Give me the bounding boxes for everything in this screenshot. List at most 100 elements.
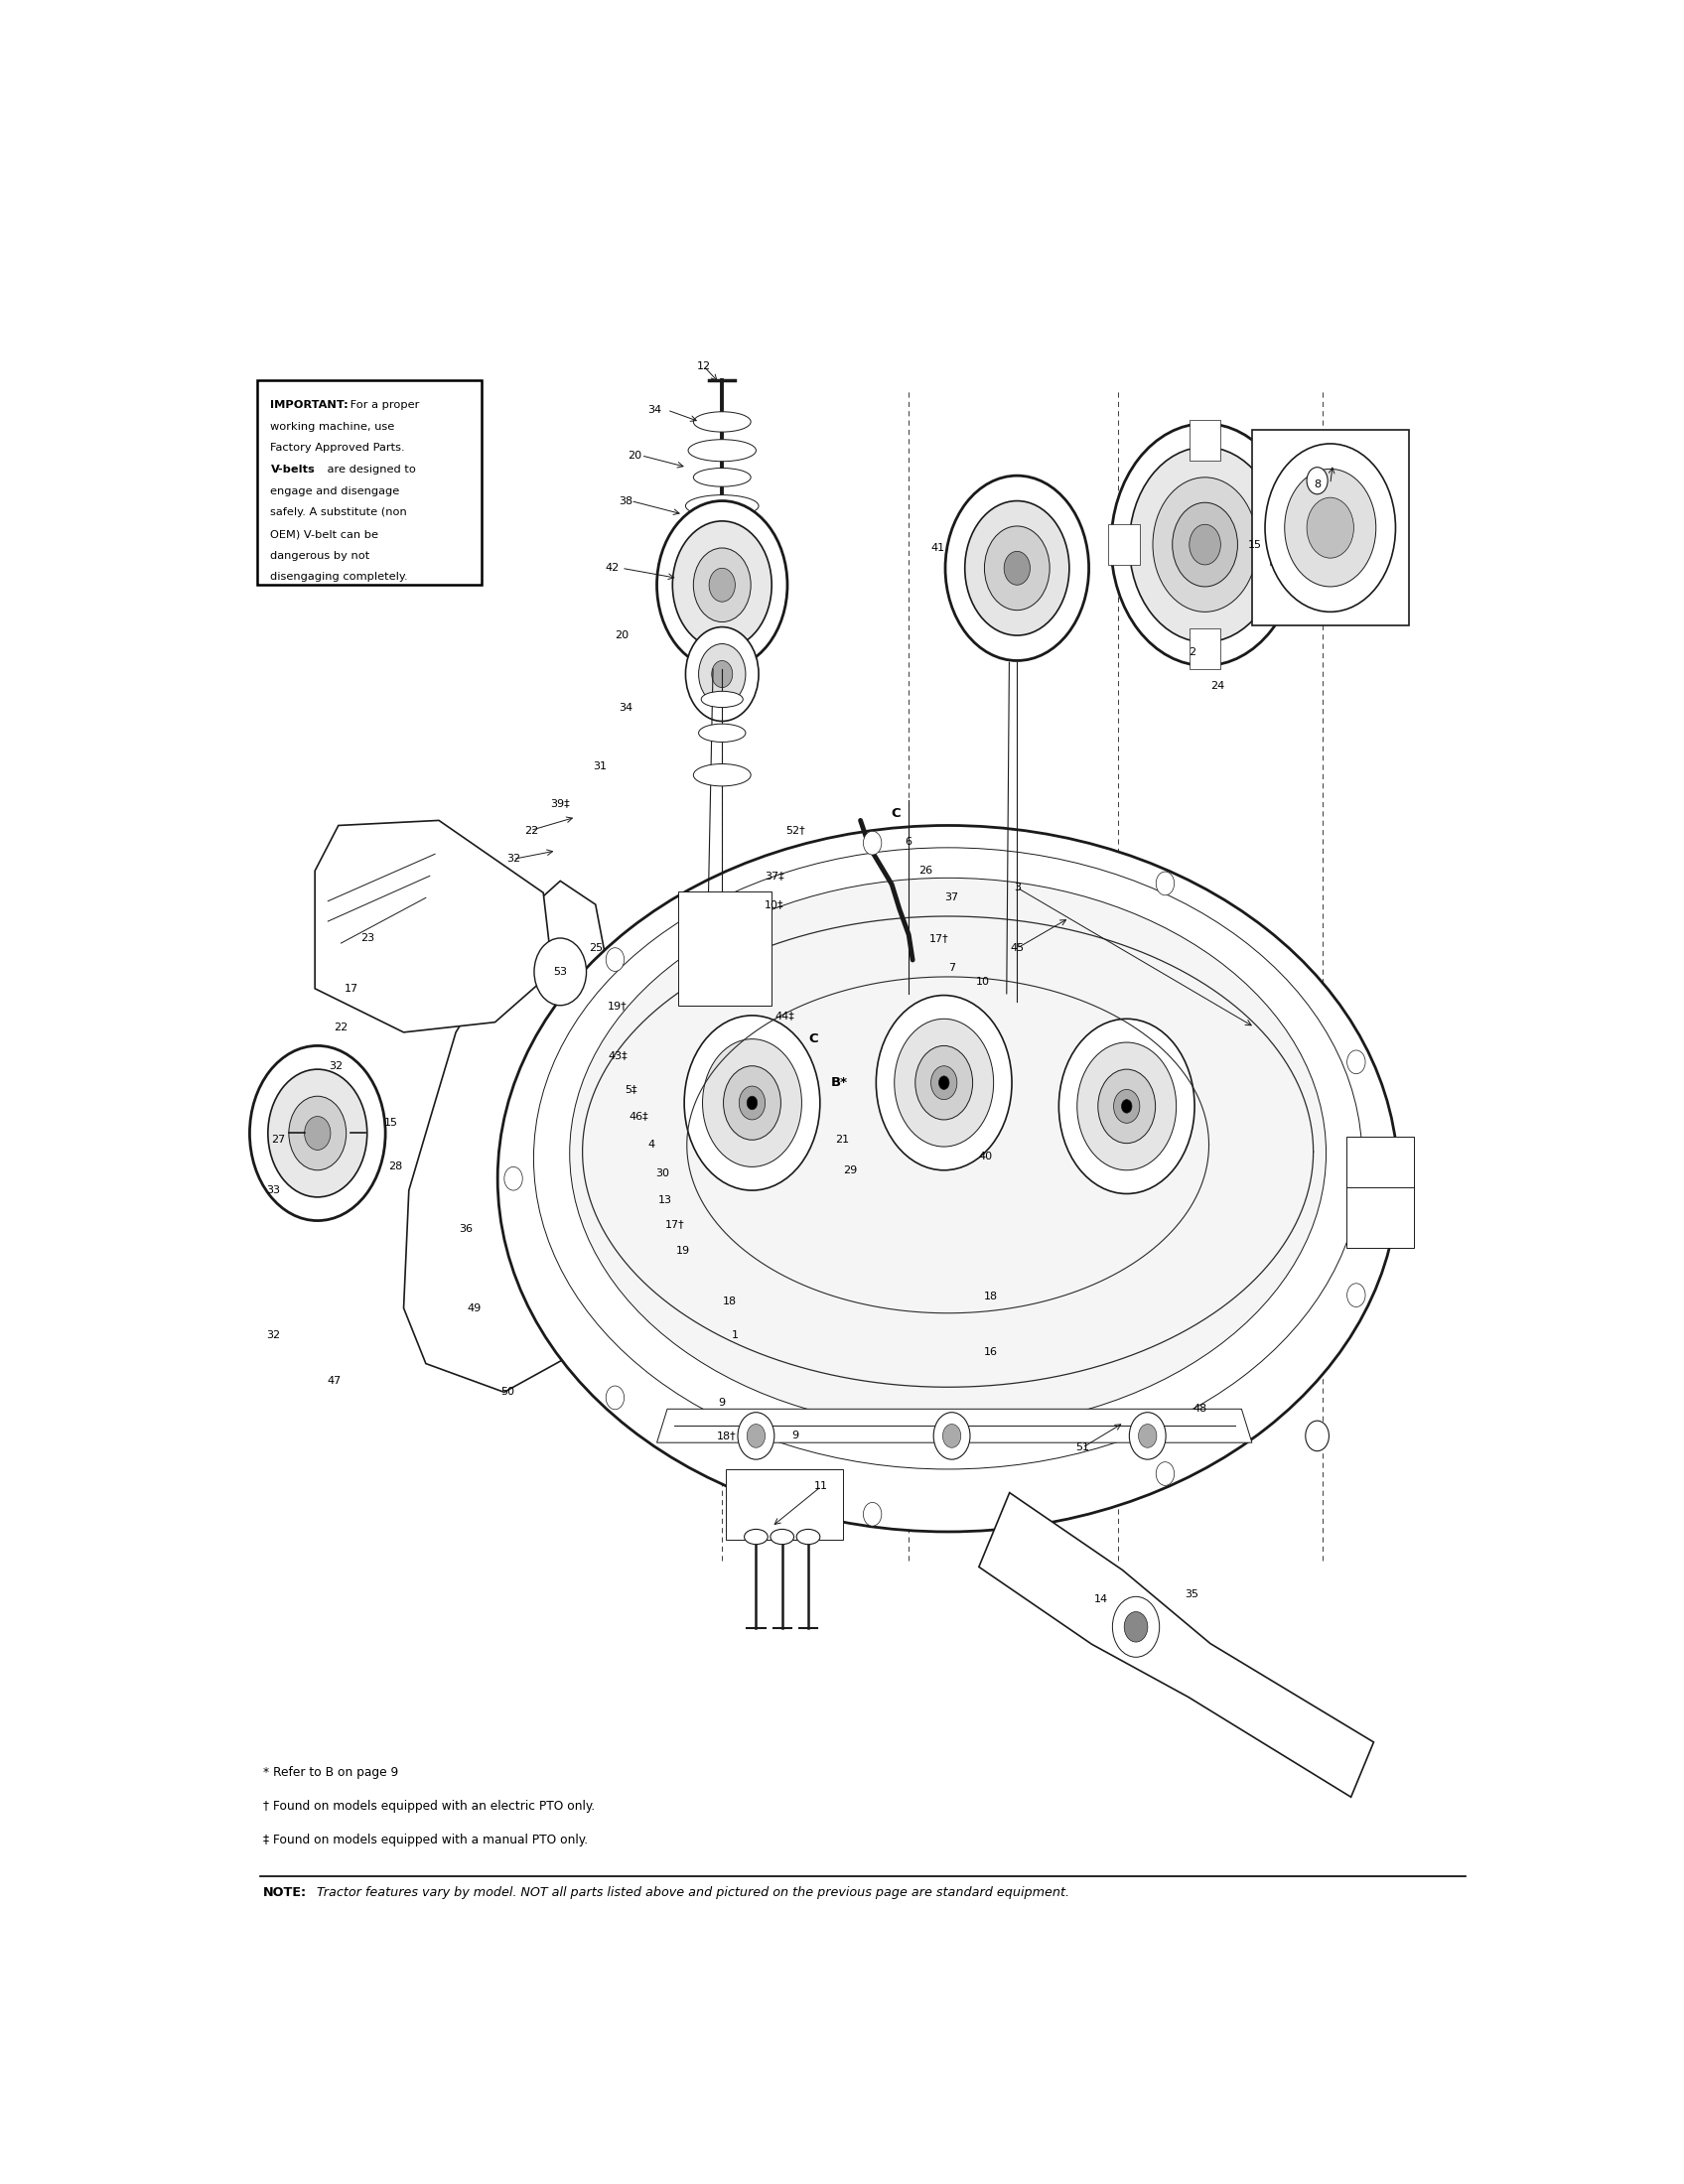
Text: 42: 42 (605, 563, 620, 572)
Circle shape (268, 1070, 367, 1197)
Ellipse shape (701, 692, 743, 708)
Text: 19: 19 (675, 1245, 690, 1256)
Circle shape (534, 939, 586, 1005)
Circle shape (1098, 1070, 1155, 1142)
Bar (1270, 524, 1302, 566)
Text: 52†: 52† (785, 826, 805, 836)
Bar (677, 891, 771, 1005)
Ellipse shape (694, 764, 751, 786)
Circle shape (1130, 1413, 1165, 1459)
Ellipse shape (569, 878, 1325, 1428)
Text: C: C (891, 808, 901, 821)
Text: C: C (808, 1033, 818, 1046)
Bar (726, 1470, 844, 1540)
Text: 27: 27 (271, 1136, 286, 1144)
Text: IMPORTANT:: IMPORTANT: (271, 400, 349, 411)
Circle shape (943, 1424, 962, 1448)
Circle shape (739, 1085, 765, 1120)
Text: 15: 15 (384, 1118, 397, 1129)
Text: 18†: 18† (716, 1431, 736, 1441)
Polygon shape (657, 1409, 1251, 1444)
Circle shape (1113, 1090, 1140, 1123)
Text: 29: 29 (844, 1166, 857, 1175)
Text: 37‡: 37‡ (765, 871, 785, 880)
Text: 26: 26 (919, 865, 933, 876)
Text: 16: 16 (983, 1348, 999, 1356)
Text: 48: 48 (1192, 1404, 1207, 1413)
Text: 20: 20 (615, 631, 628, 640)
Ellipse shape (534, 847, 1362, 1470)
Text: 51: 51 (1076, 1444, 1090, 1452)
Circle shape (709, 568, 736, 603)
Text: 49: 49 (466, 1304, 482, 1313)
Text: 50: 50 (502, 1387, 515, 1398)
Ellipse shape (797, 1529, 820, 1544)
Circle shape (864, 1503, 881, 1527)
Text: 33: 33 (266, 1186, 280, 1195)
Text: 25: 25 (588, 943, 603, 952)
Circle shape (1078, 1042, 1175, 1171)
Text: 5‡: 5‡ (625, 1085, 637, 1094)
Text: 17†: 17† (665, 1219, 685, 1230)
Circle shape (1059, 1020, 1194, 1195)
Ellipse shape (744, 1529, 768, 1544)
Text: 43‡: 43‡ (608, 1051, 628, 1061)
Circle shape (1285, 470, 1376, 587)
Text: 20: 20 (628, 450, 642, 461)
Text: 31: 31 (593, 762, 606, 771)
Circle shape (1347, 1284, 1366, 1306)
Text: 6: 6 (906, 836, 913, 847)
Text: 23: 23 (360, 933, 374, 943)
Text: 10: 10 (977, 976, 990, 987)
Text: are designed to: are designed to (323, 465, 416, 474)
Circle shape (1155, 1461, 1174, 1485)
Circle shape (985, 526, 1049, 609)
Bar (1108, 524, 1140, 566)
Text: 32: 32 (328, 1061, 344, 1070)
Circle shape (738, 1413, 775, 1459)
Circle shape (1155, 871, 1174, 895)
Text: 53: 53 (554, 968, 568, 976)
Text: 32: 32 (266, 1330, 280, 1341)
Text: engage and disengage: engage and disengage (271, 487, 399, 496)
Circle shape (1189, 524, 1221, 566)
Text: 41: 41 (931, 544, 945, 553)
Circle shape (699, 644, 746, 705)
Text: † Found on models equipped with an electric PTO only.: † Found on models equipped with an elect… (263, 1800, 594, 1813)
Text: ‡ Found on models equipped with a manual PTO only.: ‡ Found on models equipped with a manual… (263, 1832, 588, 1845)
Circle shape (931, 1066, 957, 1099)
Bar (1189, 629, 1221, 668)
Circle shape (938, 1077, 950, 1090)
Text: 8: 8 (1314, 478, 1320, 489)
Text: 17: 17 (345, 983, 359, 994)
Circle shape (712, 660, 733, 688)
Circle shape (1113, 1597, 1160, 1658)
Text: OEM) V-belt can be: OEM) V-belt can be (271, 529, 379, 539)
Circle shape (916, 1046, 973, 1120)
Text: 2: 2 (1189, 646, 1196, 657)
Circle shape (894, 1018, 994, 1147)
Bar (1189, 419, 1221, 461)
Ellipse shape (685, 496, 758, 518)
Polygon shape (404, 880, 613, 1391)
Text: 44‡: 44‡ (775, 1011, 795, 1020)
Text: 35: 35 (1186, 1590, 1199, 1599)
Circle shape (965, 500, 1069, 636)
Text: dangerous by not: dangerous by not (271, 550, 370, 561)
Text: 18: 18 (722, 1297, 738, 1306)
Circle shape (1305, 1422, 1329, 1450)
Text: For a proper: For a proper (347, 400, 419, 411)
Text: 12: 12 (697, 360, 711, 371)
Text: 1: 1 (731, 1330, 739, 1341)
Circle shape (1122, 1099, 1132, 1114)
Bar (1346, 1188, 1415, 1247)
Text: 18: 18 (983, 1291, 999, 1302)
Circle shape (249, 1046, 386, 1221)
Polygon shape (315, 821, 552, 1033)
Circle shape (606, 948, 625, 972)
Text: 24: 24 (1211, 681, 1226, 690)
Circle shape (305, 1116, 330, 1151)
Circle shape (748, 1424, 765, 1448)
Polygon shape (978, 1492, 1374, 1797)
Text: 47: 47 (327, 1376, 342, 1385)
